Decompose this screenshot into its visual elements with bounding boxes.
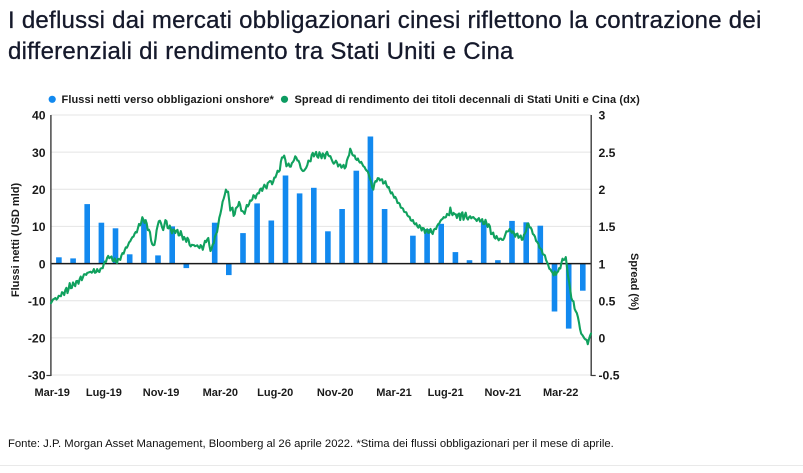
svg-text:0.5: 0.5 [599,294,616,308]
svg-text:20: 20 [32,183,46,197]
svg-text:2.5: 2.5 [599,146,616,160]
svg-text:Flussi netti (USD mld): Flussi netti (USD mld) [10,183,22,298]
svg-text:2: 2 [599,183,606,197]
svg-text:Spread di rendimento dei titol: Spread di rendimento dei titoli decennal… [295,94,641,106]
svg-text:Mar-21: Mar-21 [376,387,411,399]
svg-text:Spread (%): Spread (%) [628,253,640,311]
svg-text:-10: -10 [28,294,46,308]
svg-text:0: 0 [599,332,606,346]
svg-text:40: 40 [32,109,46,123]
svg-text:Lug-20: Lug-20 [257,387,293,399]
svg-text:Mar-19: Mar-19 [34,387,69,399]
svg-text:-30: -30 [28,369,46,383]
svg-text:-20: -20 [28,332,46,346]
svg-text:Nov-21: Nov-21 [484,387,521,399]
svg-text:Lug-19: Lug-19 [86,387,122,399]
svg-text:Mar-20: Mar-20 [203,387,238,399]
svg-text:30: 30 [32,146,46,160]
svg-text:1: 1 [599,257,606,271]
svg-text:Nov-20: Nov-20 [317,387,354,399]
svg-text:Nov-19: Nov-19 [143,387,180,399]
svg-text:3: 3 [599,109,606,123]
svg-text:Flussi netti verso obbligazion: Flussi netti verso obbligazioni onshore* [62,94,275,106]
svg-text:10: 10 [32,220,46,234]
svg-text:-0.5: -0.5 [599,369,620,383]
svg-text:0: 0 [39,257,46,271]
svg-text:1.5: 1.5 [599,220,616,234]
svg-text:Lug-21: Lug-21 [428,387,464,399]
svg-text:Mar-22: Mar-22 [543,387,578,399]
